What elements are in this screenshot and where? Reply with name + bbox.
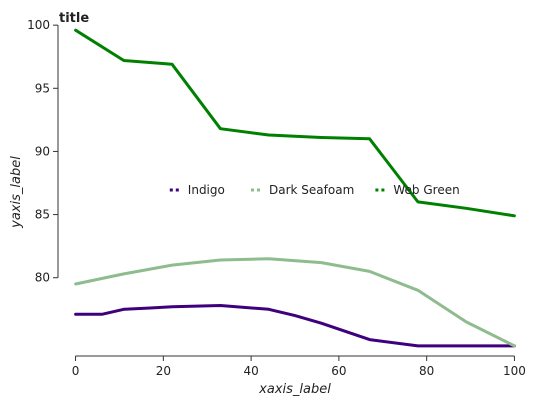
legend: Indigo Dark Seafoam Web Green (169, 183, 460, 197)
x-tick-label: 0 (72, 364, 80, 378)
legend-item: Web Green (375, 183, 460, 197)
x-tick-label: 80 (419, 364, 434, 378)
legend-label: Dark Seafoam (269, 183, 354, 197)
legend-item: Dark Seafoam (251, 183, 354, 197)
x-tick-label: 60 (331, 364, 346, 378)
legend-label: Indigo (188, 183, 225, 197)
series-layer (74, 28, 516, 348)
y-tick-label: 85 (35, 208, 50, 222)
y-ticks: 80 85 90 95 100 (27, 18, 58, 285)
series-line-dark-seafoam (74, 257, 516, 348)
x-ticks: 0 20 40 60 80 100 (72, 356, 526, 378)
x-axis-label: xaxis_label (258, 382, 331, 397)
y-axis-label: yaxis_label (9, 156, 24, 229)
y-tick-label: 80 (35, 271, 50, 285)
y-tick-label: 100 (27, 18, 50, 32)
legend-item: Indigo (169, 183, 225, 197)
y-tick-label: 95 (35, 81, 50, 95)
x-tick-label: 40 (243, 364, 258, 378)
axes: 80 85 90 95 100 0 20 40 60 80 100 (27, 18, 526, 378)
series-line-indigo (74, 304, 516, 348)
series-line-web-green (74, 28, 516, 218)
x-tick-label: 100 (503, 364, 526, 378)
chart-title: title (59, 11, 89, 26)
y-tick-label: 90 (35, 144, 50, 158)
x-tick-label: 20 (156, 364, 171, 378)
legend-label: Web Green (393, 183, 459, 197)
